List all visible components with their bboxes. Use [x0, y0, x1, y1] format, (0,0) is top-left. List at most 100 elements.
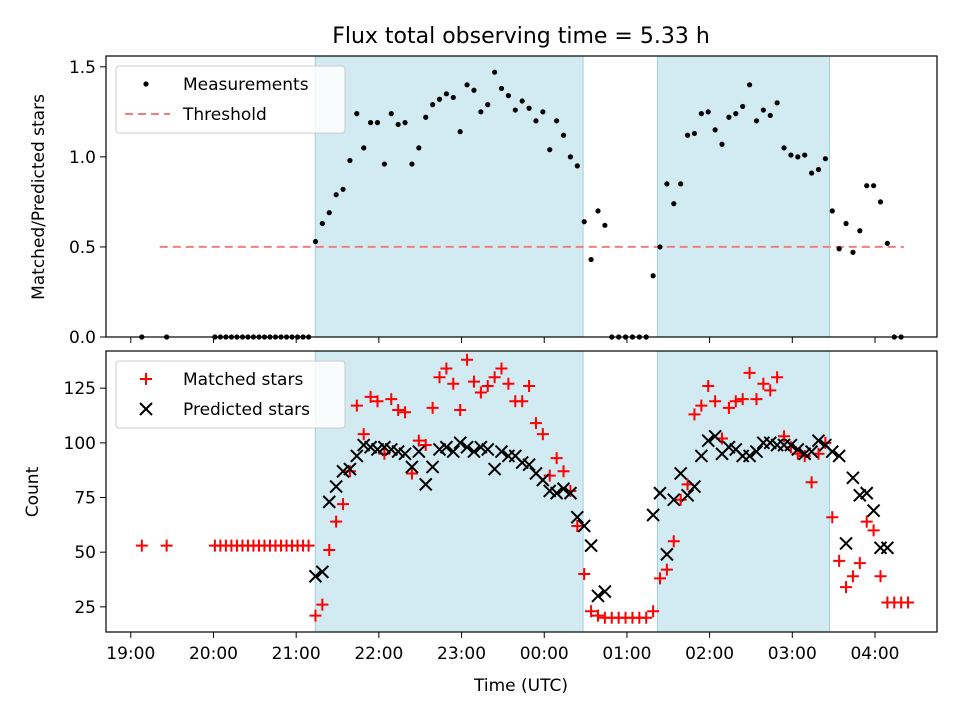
y-tick-label: 0.5: [69, 238, 96, 258]
matched-stars-series: [135, 353, 915, 624]
count-panel-frame: [105, 350, 938, 633]
predicted-stars-point: [329, 479, 343, 494]
matched-stars-point: [826, 511, 839, 524]
x-tick-label: 00:00: [520, 644, 569, 664]
matched-stars-point: [833, 554, 846, 567]
count-y-ticks: 25 50 75 100 125: [64, 379, 106, 618]
matched-stars-point: [840, 581, 853, 594]
shaded-interval: [314, 55, 584, 338]
predicted-stars-point: [694, 449, 709, 463]
measurement-point: [815, 166, 822, 173]
matched-stars-point: [860, 515, 873, 528]
measurement-point: [492, 69, 498, 75]
count-panel-shading: [314, 350, 830, 633]
predicted-stars-point: [873, 541, 888, 555]
predicted-stars-point: [880, 541, 895, 555]
legend-matched-label: Matched stars: [183, 370, 303, 390]
matched-stars-point: [399, 406, 412, 419]
measurement-point: [884, 240, 890, 246]
matched-stars-point: [364, 390, 377, 403]
matched-stars-point: [302, 539, 315, 552]
x-tick-label: 20:00: [189, 644, 238, 664]
matched-stars-point: [536, 428, 549, 441]
predicted-stars-point: [398, 447, 412, 461]
predicted-stars-point: [405, 460, 419, 474]
predicted-stars-point: [494, 444, 509, 459]
measurement-point: [567, 154, 574, 160]
predicted-stars-point: [460, 440, 474, 454]
measurement-point: [684, 132, 691, 138]
matched-stars-point: [440, 362, 453, 375]
matched-stars-point: [495, 362, 508, 375]
legend-predicted-label: Predicted stars: [183, 400, 310, 420]
y-tick-label: 50: [74, 543, 96, 563]
measurement-point: [829, 208, 835, 214]
matched-stars-point: [729, 395, 742, 408]
x-tick-label: 21:00: [272, 644, 321, 664]
measurement-point: [678, 181, 684, 187]
measurement-point: [795, 154, 801, 160]
matched-stars-point: [771, 371, 784, 384]
matched-stars-point: [764, 384, 777, 397]
predicted-stars-point: [825, 444, 839, 459]
predicted-stars-point: [446, 444, 460, 459]
measurement-point: [595, 208, 601, 214]
measurement-point: [871, 183, 877, 189]
measurement-point: [367, 120, 374, 126]
matched-stars-point: [350, 399, 363, 412]
matched-stars-point: [392, 404, 405, 417]
predicted-stars-point: [481, 442, 495, 457]
predicted-stars-point: [570, 510, 585, 524]
matched-stars-point: [654, 572, 666, 585]
count-x-ticks: 19:00 20:00 21:00 22:00 23:00 00:00 01:00 02:00…: [106, 632, 899, 664]
matched-stars-point: [736, 393, 749, 406]
matched-stars-point: [385, 393, 398, 406]
predicted-stars-point: [536, 473, 550, 487]
predicted-stars-point: [804, 444, 819, 459]
count-panel: 25 50 75 100 125 19:00 20:00 21:00 22:00 23:00 00…: [23, 350, 938, 696]
matched-stars-point: [902, 596, 915, 609]
matched-stars-point: [523, 379, 536, 392]
predicted-stars-point: [687, 479, 702, 494]
measurement-point: [471, 87, 477, 93]
matched-stars-point: [135, 539, 148, 552]
measurement-point: [746, 82, 753, 88]
ratio-y-ticks: 0.0 0.5 1.0 1.5: [69, 58, 106, 348]
measurement-point: [781, 145, 787, 151]
matched-stars-point: [343, 465, 356, 478]
count-legend: Matched stars Predicted stars: [115, 360, 346, 429]
ratio-x-ticks: [130, 337, 876, 343]
matched-stars-point: [426, 401, 439, 414]
y-tick-label: 0.0: [69, 328, 96, 348]
x-tick-label: 22:00: [354, 644, 403, 664]
predicted-stars-point: [563, 486, 578, 500]
matched-stars-point: [722, 401, 735, 414]
measurement-point: [388, 111, 394, 117]
predicted-stars-point: [556, 482, 571, 496]
matched-stars-point: [585, 605, 598, 618]
matched-stars-point: [750, 393, 763, 406]
legend-measurements-marker: [143, 81, 149, 87]
matched-stars-point: [743, 366, 756, 379]
predicted-stars-point: [667, 492, 681, 507]
matched-stars-point: [419, 439, 432, 452]
measurement-point: [712, 127, 718, 133]
y-tick-label: 125: [64, 379, 96, 399]
predicted-stars-point: [584, 538, 598, 553]
shaded-interval: [314, 350, 584, 633]
measurement-point: [395, 121, 401, 128]
matched-stars-point: [529, 417, 542, 430]
predicted-stars-point: [487, 462, 502, 476]
measurement-point: [354, 111, 360, 117]
matched-stars-point: [853, 557, 866, 570]
predicted-stars-point: [522, 458, 536, 472]
measurement-point: [526, 105, 532, 111]
matched-stars-point: [550, 452, 563, 465]
predicted-stars-point: [350, 449, 364, 463]
measurement-point: [760, 107, 766, 113]
measurement-point: [753, 118, 760, 124]
measurement-point: [602, 222, 608, 228]
matched-stars-point: [378, 447, 391, 460]
ratio-measurements: [139, 69, 904, 340]
predicted-stars-point: [315, 565, 330, 579]
